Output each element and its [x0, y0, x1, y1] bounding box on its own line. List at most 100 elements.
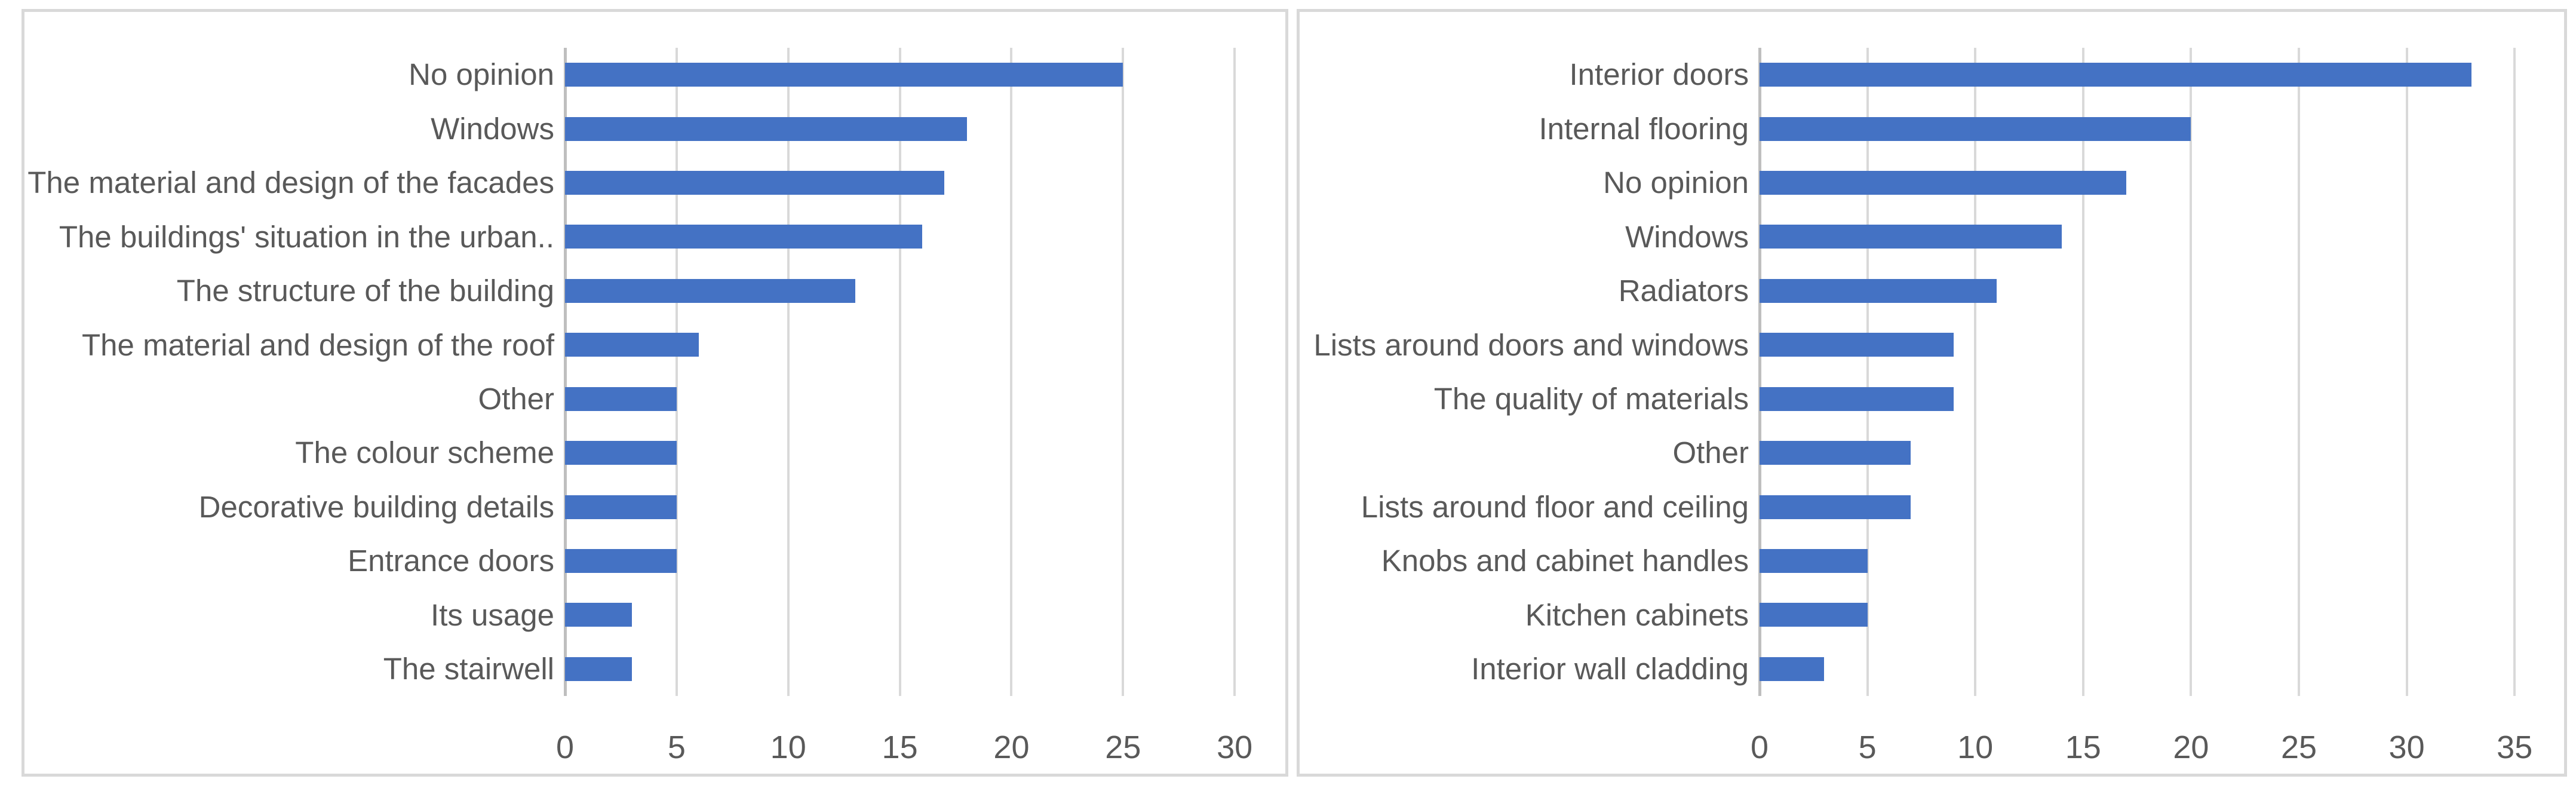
- y-axis-line: [564, 48, 567, 696]
- gridline: [2513, 48, 2516, 696]
- bar-row: [565, 534, 1270, 588]
- bar: [565, 278, 855, 303]
- bar-row: [1760, 102, 2549, 155]
- bar-row: [1760, 642, 2549, 696]
- x-tick-label: 10: [770, 729, 806, 765]
- bar: [565, 387, 677, 411]
- category-label: Entrance doors: [348, 544, 554, 578]
- bar: [565, 225, 922, 249]
- x-tick-label: 15: [882, 729, 918, 765]
- bar: [1760, 657, 1825, 681]
- bars-container: [1760, 48, 2549, 696]
- bar-row: [1760, 318, 2549, 372]
- gridline: [2190, 48, 2193, 696]
- category-label: No opinion: [1603, 165, 1749, 200]
- category-label: The structure of the building: [176, 274, 554, 308]
- gridline: [2298, 48, 2300, 696]
- category-label: No opinion: [409, 57, 554, 92]
- gridline: [2405, 48, 2408, 696]
- bar-row: [1760, 156, 2549, 210]
- bar: [1760, 116, 2191, 141]
- left-plot-area: [564, 48, 1270, 696]
- bar: [1760, 441, 1911, 465]
- x-tick-label: 20: [2173, 729, 2209, 765]
- category-label: Knobs and cabinet handles: [1381, 544, 1749, 578]
- bar: [565, 495, 677, 519]
- bar: [1760, 225, 2062, 249]
- bar: [565, 333, 699, 357]
- x-tick-label: 20: [993, 729, 1030, 765]
- bar: [1760, 333, 1954, 357]
- right-category-labels: Interior doors Internal flooring No opinio…: [1300, 48, 1760, 696]
- category-label: Lists around doors and windows: [1313, 327, 1749, 362]
- bar-row: [565, 426, 1270, 480]
- bar-row: [1760, 426, 2549, 480]
- right-x-axis: 0 5 10 15 20 25 30 35: [1751, 729, 2549, 777]
- bar-row: [1760, 480, 2549, 533]
- gridline: [2081, 48, 2084, 696]
- category-label: Windows: [431, 111, 554, 146]
- bar: [565, 603, 633, 627]
- x-tick-label: 0: [1750, 729, 1769, 765]
- gridline: [1974, 48, 1977, 696]
- x-tick-label: 15: [2065, 729, 2101, 765]
- category-label: Decorative building details: [198, 489, 554, 524]
- category-label: The material and design of the roof: [82, 327, 554, 362]
- bar-row: [565, 156, 1270, 210]
- bar: [1760, 278, 1997, 303]
- bar-row: [1760, 210, 2549, 263]
- bar-row: [565, 588, 1270, 642]
- right-chart-panel: Interior doors Internal flooring No opinio…: [1297, 9, 2567, 777]
- gridline: [1122, 48, 1125, 696]
- bar: [565, 63, 1123, 87]
- category-label: Radiators: [1618, 274, 1749, 308]
- bar: [1760, 63, 2471, 87]
- category-label: Interior doors: [1569, 57, 1749, 92]
- bar: [565, 171, 945, 195]
- bar: [1760, 171, 2127, 195]
- bar: [1760, 387, 1954, 411]
- left-chart-panel: No opinion Windows The material and design…: [22, 9, 1288, 777]
- category-label: The buildings' situation in the urban..: [59, 219, 554, 254]
- gridline: [1233, 48, 1236, 696]
- gridline: [675, 48, 678, 696]
- bar: [565, 657, 633, 681]
- gridline: [1866, 48, 1869, 696]
- x-tick-label: 5: [1858, 729, 1877, 765]
- x-tick-label: 0: [555, 729, 575, 765]
- gridline: [787, 48, 790, 696]
- category-label: The quality of materials: [1433, 381, 1749, 416]
- x-tick-label: 30: [1217, 729, 1253, 765]
- bar: [565, 441, 677, 465]
- bar: [565, 116, 967, 141]
- left-category-labels: No opinion Windows The material and design…: [24, 48, 565, 696]
- bar-row: [565, 372, 1270, 426]
- x-tick-label: 35: [2497, 729, 2533, 765]
- bars-container: [565, 48, 1270, 696]
- bar-row: [565, 318, 1270, 372]
- bar-row: [565, 480, 1270, 533]
- bar: [1760, 603, 1868, 627]
- gridline: [1010, 48, 1013, 696]
- bar: [565, 549, 677, 573]
- bar-row: [1760, 588, 2549, 642]
- x-tick-label: 25: [2280, 729, 2317, 765]
- category-label: Other: [1672, 436, 1749, 470]
- bar-row: [1760, 372, 2549, 426]
- bar-row: [565, 210, 1270, 263]
- category-label: Other: [478, 381, 554, 416]
- category-label: Windows: [1625, 219, 1749, 254]
- category-label: Kitchen cabinets: [1525, 597, 1749, 632]
- bar-row: [1760, 264, 2549, 318]
- category-label: Lists around floor and ceiling: [1361, 489, 1749, 524]
- x-tick-label: 25: [1105, 729, 1141, 765]
- category-label: Interior wall cladding: [1471, 652, 1749, 686]
- bar-row: [565, 642, 1270, 696]
- gridline: [898, 48, 901, 696]
- bar: [1760, 495, 1911, 519]
- left-x-axis: 0 5 10 15 20 25 30: [556, 729, 1270, 777]
- category-label: The colour scheme: [295, 436, 554, 470]
- right-plot-area: [1758, 48, 2549, 696]
- category-label: Its usage: [431, 597, 554, 632]
